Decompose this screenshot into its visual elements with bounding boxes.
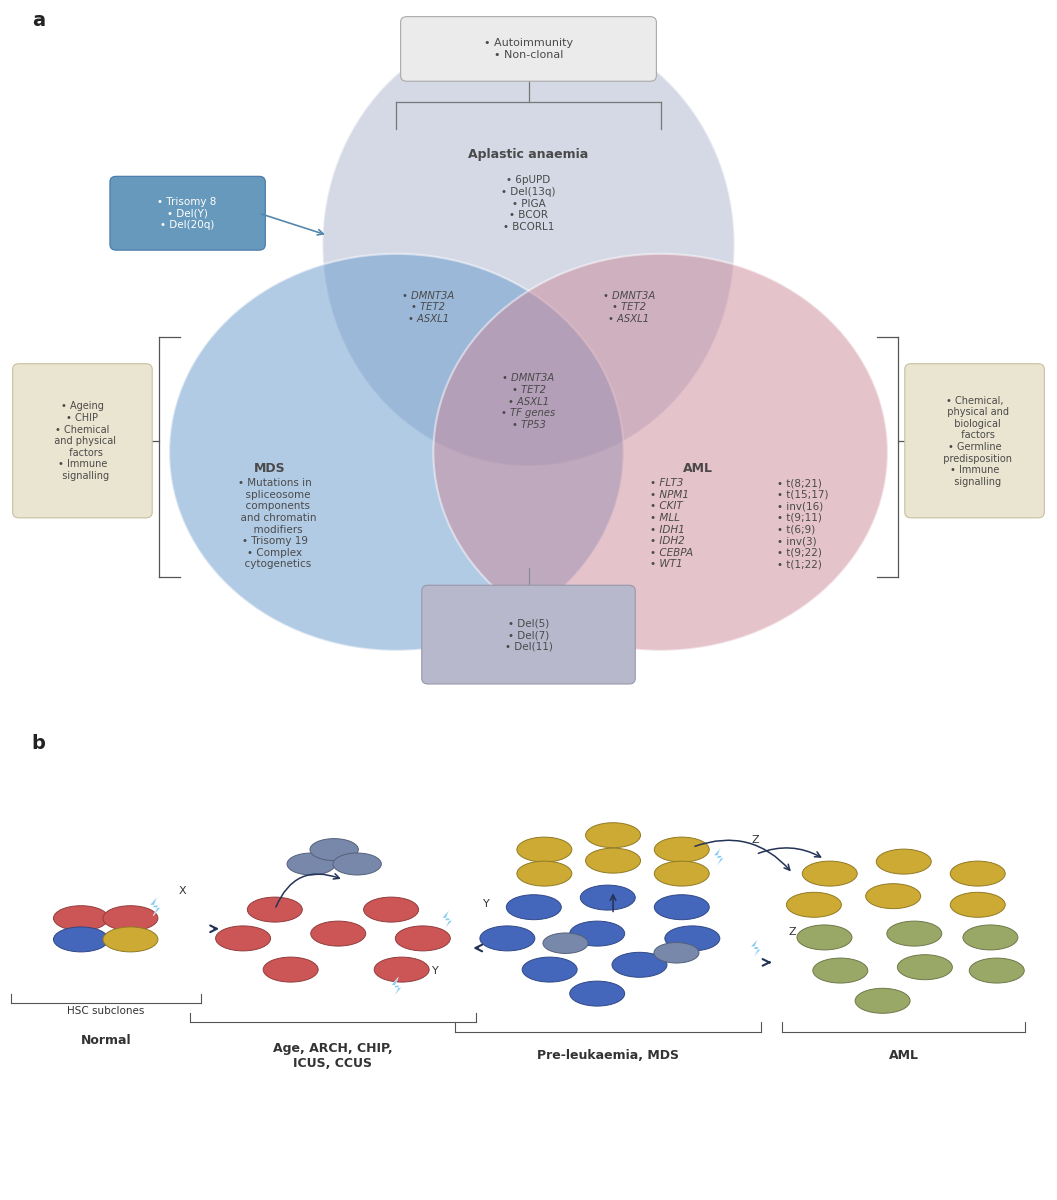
Circle shape (103, 906, 157, 931)
FancyBboxPatch shape (401, 17, 656, 82)
Text: • Trisomy 8
• Del(Y)
• Del(20q): • Trisomy 8 • Del(Y) • Del(20q) (157, 197, 217, 230)
Circle shape (54, 926, 109, 952)
Circle shape (654, 838, 709, 862)
Circle shape (333, 853, 382, 875)
Text: • Autoimmunity
• Non-clonal: • Autoimmunity • Non-clonal (484, 38, 573, 60)
Circle shape (374, 958, 429, 982)
Circle shape (364, 898, 419, 922)
FancyBboxPatch shape (905, 364, 1044, 518)
Text: b: b (32, 734, 45, 754)
Polygon shape (150, 896, 161, 916)
Circle shape (395, 926, 450, 950)
Circle shape (216, 926, 271, 950)
Text: Normal: Normal (80, 1034, 131, 1048)
Circle shape (517, 862, 572, 886)
Polygon shape (713, 847, 724, 866)
Text: • t(8;21)
• t(15;17)
• inv(16)
• t(9;11)
• t(6;9)
• inv(3)
• t(9;22)
• t(1;22): • t(8;21) • t(15;17) • inv(16) • t(9;11)… (777, 478, 829, 569)
Circle shape (897, 955, 952, 979)
Circle shape (517, 838, 572, 862)
Circle shape (54, 906, 109, 931)
Circle shape (813, 958, 868, 983)
Circle shape (570, 922, 625, 946)
Circle shape (876, 850, 931, 874)
Circle shape (866, 883, 921, 908)
Text: • Chemical,
  physical and
  biological
  factors
• Germline
  predisposition
• : • Chemical, physical and biological fact… (938, 396, 1012, 487)
Circle shape (950, 893, 1005, 917)
Ellipse shape (433, 254, 888, 650)
Polygon shape (442, 910, 452, 929)
Circle shape (586, 848, 641, 874)
Circle shape (887, 922, 942, 946)
Text: Y: Y (432, 966, 439, 976)
Circle shape (654, 942, 699, 964)
Text: Z: Z (789, 928, 797, 937)
Circle shape (543, 932, 588, 954)
Text: Aplastic anaemia: Aplastic anaemia (468, 148, 589, 161)
FancyBboxPatch shape (110, 176, 265, 250)
Circle shape (950, 862, 1005, 886)
Circle shape (797, 925, 852, 950)
Text: Pre-leukaemia, MDS: Pre-leukaemia, MDS (537, 1049, 679, 1062)
Text: • Mutations in
  spliceosome
  components
  and chromatin
  modifiers
• Trisomy : • Mutations in spliceosome components an… (234, 478, 316, 569)
Circle shape (310, 839, 358, 860)
Circle shape (580, 886, 635, 910)
Circle shape (311, 922, 366, 946)
Text: • Ageing
• CHIP
• Chemical
  and physical
  factors
• Immune
  signalling: • Ageing • CHIP • Chemical and physical … (49, 402, 116, 481)
Circle shape (786, 893, 841, 917)
Circle shape (247, 898, 302, 922)
Circle shape (969, 958, 1024, 983)
Text: Age, ARCH, CHIP,
ICUS, CCUS: Age, ARCH, CHIP, ICUS, CCUS (273, 1042, 393, 1069)
Text: • Del(5)
• Del(7)
• Del(11): • Del(5) • Del(7) • Del(11) (504, 618, 553, 652)
Circle shape (612, 953, 667, 977)
FancyBboxPatch shape (13, 364, 152, 518)
Circle shape (103, 926, 157, 952)
Circle shape (570, 982, 625, 1006)
Polygon shape (391, 977, 402, 996)
Circle shape (288, 853, 335, 875)
Circle shape (855, 989, 910, 1013)
Circle shape (654, 895, 709, 919)
Polygon shape (750, 938, 761, 958)
Text: • DMNT3A
• TET2
• ASXL1
• TF genes
• TP53: • DMNT3A • TET2 • ASXL1 • TF genes • TP5… (501, 373, 556, 430)
Text: • 6pUPD
• Del(13q)
• PIGA
• BCOR
• BCORL1: • 6pUPD • Del(13q) • PIGA • BCOR • BCORL… (501, 175, 556, 232)
Circle shape (586, 823, 641, 847)
Circle shape (480, 926, 535, 950)
Text: AML: AML (683, 462, 712, 474)
Text: a: a (32, 11, 44, 30)
Circle shape (263, 958, 318, 982)
Text: • DMNT3A
• TET2
• ASXL1: • DMNT3A • TET2 • ASXL1 (402, 290, 455, 324)
Circle shape (665, 926, 720, 950)
Circle shape (522, 958, 577, 982)
Text: HSC subclones: HSC subclones (67, 1006, 145, 1015)
Text: MDS: MDS (254, 462, 285, 474)
Ellipse shape (322, 23, 735, 466)
Circle shape (802, 862, 857, 886)
Circle shape (506, 895, 561, 919)
Text: Z: Z (752, 835, 760, 845)
Text: • DMNT3A
• TET2
• ASXL1: • DMNT3A • TET2 • ASXL1 (602, 290, 655, 324)
FancyBboxPatch shape (422, 586, 635, 684)
Text: X: X (179, 887, 186, 896)
Text: Y: Y (483, 899, 489, 908)
Text: AML: AML (889, 1049, 919, 1062)
Text: • FLT3
• NPM1
• CKIT
• MLL
• IDH1
• IDH2
• CEBPA
• WT1: • FLT3 • NPM1 • CKIT • MLL • IDH1 • IDH2… (650, 478, 693, 569)
Ellipse shape (169, 254, 624, 650)
Circle shape (963, 925, 1018, 950)
Circle shape (654, 862, 709, 886)
